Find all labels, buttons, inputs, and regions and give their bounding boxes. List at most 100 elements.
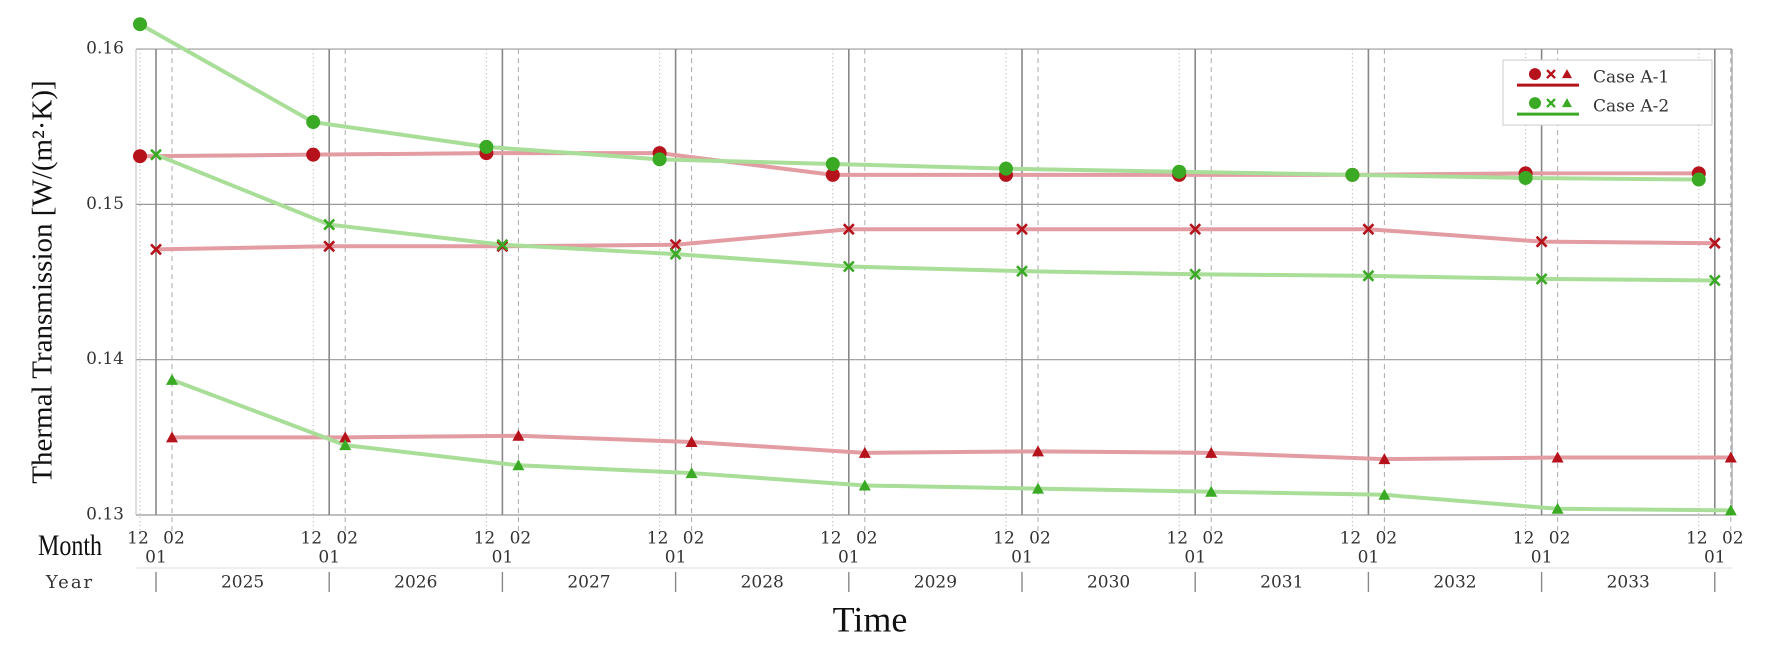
month-label: 02 (856, 529, 878, 549)
marker-circle (133, 149, 147, 164)
month-label: 01 (1704, 548, 1726, 568)
marker-cross (1535, 235, 1548, 248)
marker-cross (1362, 223, 1375, 236)
month-label: 12 (647, 529, 669, 549)
marker-circle (133, 17, 147, 32)
month-label: 02 (1202, 529, 1224, 549)
marker-triangle (166, 431, 178, 443)
y-axis-title: Thermal Transmission [W/(m²·K)] (27, 80, 59, 483)
marker-circle (1172, 164, 1187, 179)
month-label: 12 (300, 529, 322, 549)
legend-label: Case A-2 (1593, 97, 1669, 117)
marker-circle (825, 156, 840, 171)
marker-triangle (685, 436, 698, 448)
year-label: 2033 (1607, 573, 1650, 593)
marker-triangle (1378, 488, 1391, 500)
marker-circle (479, 139, 494, 154)
legend-marker (1546, 98, 1556, 108)
marker-cross (1016, 223, 1028, 236)
month-label: 01 (665, 548, 687, 568)
marker-triangle (1032, 482, 1044, 494)
year-row-label: Year (45, 572, 94, 593)
marker-triangle (858, 479, 871, 491)
month-row-label: Month (38, 528, 102, 561)
month-label: 01 (318, 548, 340, 568)
marker-cross (1708, 274, 1721, 287)
year-label: 2026 (394, 573, 437, 593)
month-label: 02 (163, 529, 185, 549)
marker-cross (150, 148, 162, 161)
y-tick-label: 0.15 (86, 194, 124, 214)
marker-triangle (1551, 451, 1564, 463)
series-line (172, 433, 1731, 462)
marker-triangle (1205, 485, 1218, 497)
legend-cross (1546, 69, 1556, 79)
marker-cross (1016, 265, 1028, 278)
month-label: 02 (510, 529, 532, 549)
year-label: 2032 (1433, 573, 1476, 593)
marker-cross (150, 243, 162, 256)
marker-triangle (166, 373, 178, 385)
marker-triangle (1724, 451, 1737, 463)
marker-triangle (1205, 446, 1218, 458)
marker-cross (323, 218, 336, 231)
marker-circle (1345, 167, 1360, 182)
legend-triangle (1562, 69, 1572, 79)
marker-cross (1708, 237, 1721, 250)
marker-cross (496, 238, 509, 251)
month-label: 12 (1513, 529, 1535, 549)
legend-marker (1546, 69, 1556, 79)
legend-circle (1529, 97, 1541, 110)
month-label: 02 (683, 529, 705, 549)
marker-triangle (339, 439, 352, 451)
marker-circle (1518, 170, 1533, 185)
month-label: 12 (1686, 529, 1708, 549)
month-label: 12 (1166, 529, 1188, 549)
marker-circle (306, 147, 321, 162)
month-label: 12 (820, 529, 842, 549)
marker-triangle (1724, 504, 1737, 516)
series-line (155, 152, 1715, 283)
marker-triangle (1378, 453, 1391, 465)
y-tick-label: 0.16 (86, 39, 124, 59)
year-label: 2028 (741, 573, 784, 593)
marker-circle (652, 152, 667, 167)
series-line (155, 227, 1715, 252)
legend-marker (1529, 68, 1541, 81)
legend-cross (1546, 98, 1556, 108)
marker-circle (1691, 172, 1706, 187)
marker-triangle (1551, 502, 1564, 514)
x-axis-title: Time (833, 599, 908, 639)
year-label: 2029 (914, 573, 957, 593)
legend-label: Case A-1 (1593, 68, 1669, 88)
marker-triangle (858, 446, 871, 458)
month-label: 01 (145, 548, 167, 568)
marker-cross (842, 223, 855, 236)
marker-triangle (1032, 445, 1044, 457)
y-tick-label: 0.13 (86, 505, 124, 525)
month-label: 01 (1011, 548, 1033, 568)
marker-circle (306, 115, 321, 130)
marker-circle (825, 167, 840, 182)
month-label: 12 (993, 529, 1015, 549)
year-label: 2031 (1260, 573, 1303, 593)
marker-cross (669, 248, 682, 260)
marker-triangle (685, 467, 698, 479)
legend-marker (1562, 98, 1572, 108)
month-label: 12 (127, 529, 149, 549)
legend-circle (1529, 68, 1541, 81)
series-line (171, 378, 1731, 513)
marker-cross (842, 260, 855, 273)
marker-triangle (512, 429, 525, 441)
month-label: 01 (1531, 548, 1553, 568)
marker-cross (1362, 269, 1375, 282)
y-tick-label: 0.14 (86, 349, 124, 369)
month-label: 12 (474, 529, 496, 549)
month-label: 02 (1029, 529, 1051, 549)
month-label: 02 (1376, 529, 1398, 549)
marker-cross (1535, 273, 1548, 285)
marker-cross (1189, 223, 1202, 236)
marker-cross (669, 238, 682, 251)
month-label: 01 (838, 548, 860, 568)
